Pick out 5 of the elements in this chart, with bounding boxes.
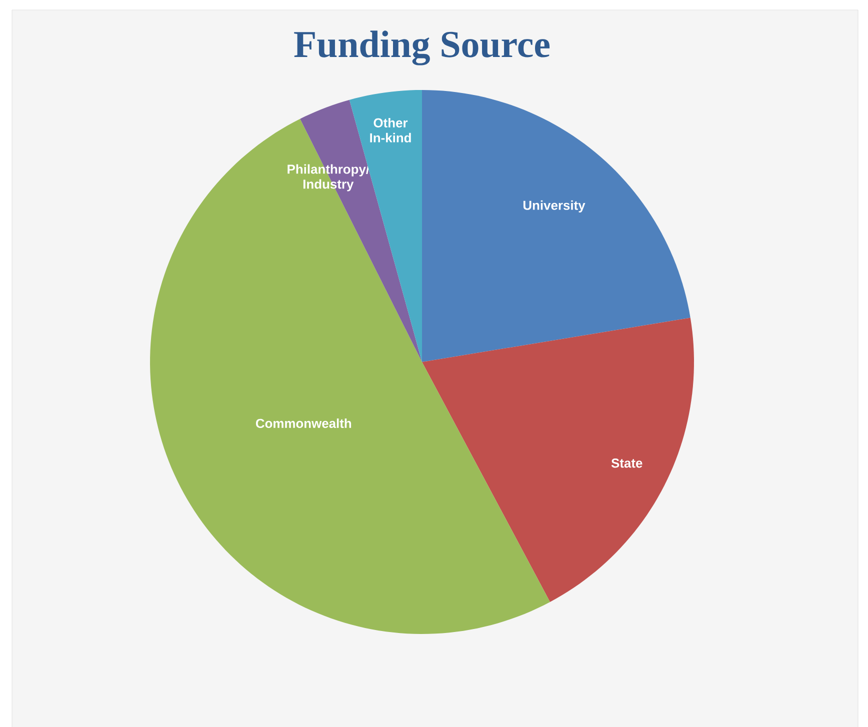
slice-label: Other In-kind [370, 118, 411, 142]
chart-title: Funding Source [294, 30, 550, 66]
slice-label: University [523, 200, 586, 212]
slice-label: State [611, 458, 642, 468]
slice-label: Commonwealth [256, 418, 352, 428]
